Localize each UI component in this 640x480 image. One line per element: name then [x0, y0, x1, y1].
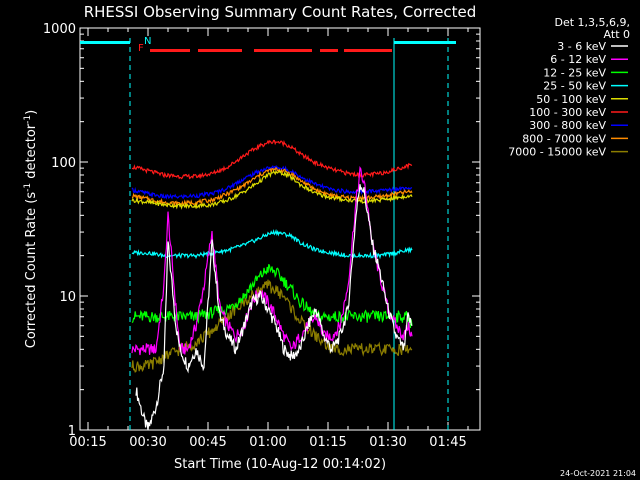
axis-ticks: 00:15 00:30 00:45 01:00 01:15 01:30 01:45 1 10 10…: [43, 22, 480, 450]
legend-header-line1: Det 1,3,5,6,9,: [554, 16, 630, 29]
plot-frame: [79, 27, 481, 431]
x-axis-label: Start Time (10-Aug-12 00:14:02): [174, 457, 386, 472]
legend-label-4: 50 - 100 keV: [536, 93, 606, 106]
legend-label-5: 100 - 300 keV: [529, 106, 606, 119]
series-layer: [131, 139, 413, 431]
y-tick-label-0: 1: [68, 424, 76, 439]
footer-date: 24-Oct-2021 21:04: [560, 469, 636, 478]
legend-label-1: 6 - 12 keV: [550, 53, 606, 66]
series-line-3: [131, 228, 413, 260]
series-line-5: [131, 139, 413, 180]
legend-label-7: 800 - 7000 keV: [522, 132, 606, 145]
y-tick-label-1: 10: [59, 290, 76, 305]
series-line-2: [131, 263, 413, 329]
series-line-1: [131, 166, 413, 356]
series-line-0: [135, 184, 413, 431]
y-tick-label-3: 1000: [43, 22, 76, 37]
flag-markers: [80, 38, 456, 430]
legend-label-2: 12 - 25 keV: [543, 66, 606, 79]
x-tick-label-6: 01:45: [429, 435, 466, 450]
legend-label-8: 7000 - 15000 keV: [508, 146, 606, 159]
x-tick-label-2: 00:45: [189, 435, 226, 450]
n-label: N: [144, 36, 151, 47]
x-tick-label-5: 01:30: [369, 435, 406, 450]
legend-header-line2: Att 0: [604, 28, 630, 41]
x-tick-label-1: 00:30: [129, 435, 166, 450]
x-tick-label-4: 01:15: [309, 435, 346, 450]
legend-label-0: 3 - 6 keV: [557, 40, 606, 53]
x-tick-label-0: 00:15: [69, 435, 106, 450]
x-tick-label-3: 01:00: [249, 435, 286, 450]
y-tick-label-2: 100: [51, 156, 76, 171]
chart-title: RHESSI Observing Summary Count Rates, Co…: [84, 3, 477, 21]
legend-label-3: 25 - 50 keV: [543, 80, 606, 93]
y-axis-label: Corrected Count Rate (s-1 detector-1): [23, 110, 39, 348]
series-line-8: [131, 279, 413, 373]
legend-label-6: 300 - 800 keV: [529, 119, 606, 132]
f-label: F: [138, 43, 144, 54]
